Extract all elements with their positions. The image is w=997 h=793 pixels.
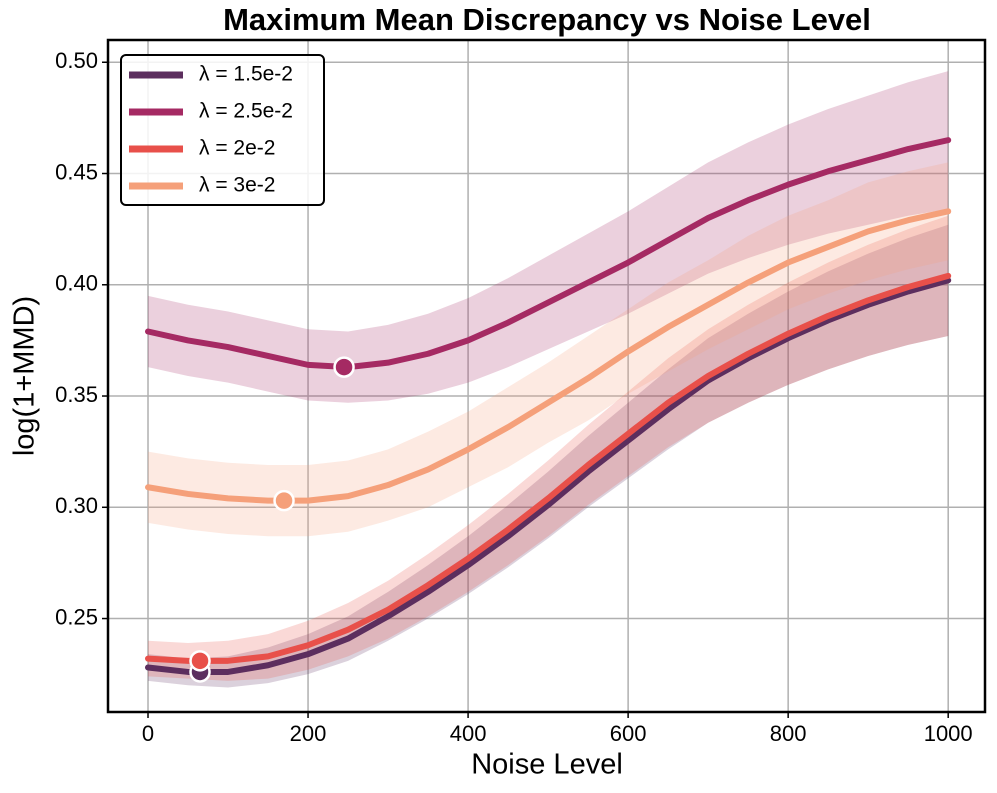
min-marker: [333, 356, 355, 378]
chart-title: Maximum Mean Discrepancy vs Noise Level: [223, 2, 871, 37]
legend-label: λ = 2.5e-2: [199, 100, 293, 123]
error-band: [148, 215, 949, 681]
y-tick-label: 0.35: [55, 382, 98, 407]
y-tick-label: 0.45: [55, 159, 98, 184]
x-tick-label: 800: [770, 721, 807, 746]
line: [145, 277, 952, 675]
x-tick-label: 400: [450, 721, 487, 746]
line: [145, 137, 952, 371]
error-band: [148, 71, 949, 403]
y-tick-label: 0.50: [55, 48, 98, 73]
line: [145, 272, 952, 664]
x-axis-label: Noise Level: [471, 749, 623, 781]
error-band: [148, 162, 949, 537]
legend-label: λ = 2e-2: [199, 137, 275, 160]
legend-box: [120, 54, 325, 206]
y-tick-label: 0.25: [55, 604, 98, 629]
plot-frame: [106, 38, 987, 714]
legend-label: λ = 1.5e-2: [199, 63, 293, 86]
y-tick-label: 0.30: [55, 493, 98, 518]
y-axis-label: log(1+MMD): [9, 296, 41, 456]
min-marker: [273, 489, 295, 512]
x-tick-label: 200: [290, 721, 327, 746]
min-marker: [189, 650, 211, 672]
y-tick-label: 0.40: [55, 271, 98, 296]
error-band: [148, 224, 949, 688]
x-tick-label: 1000: [924, 721, 973, 746]
x-tick-label: 600: [610, 721, 647, 746]
legend-label: λ = 3e-2: [199, 174, 275, 197]
x-tick-label: 0: [142, 721, 154, 746]
